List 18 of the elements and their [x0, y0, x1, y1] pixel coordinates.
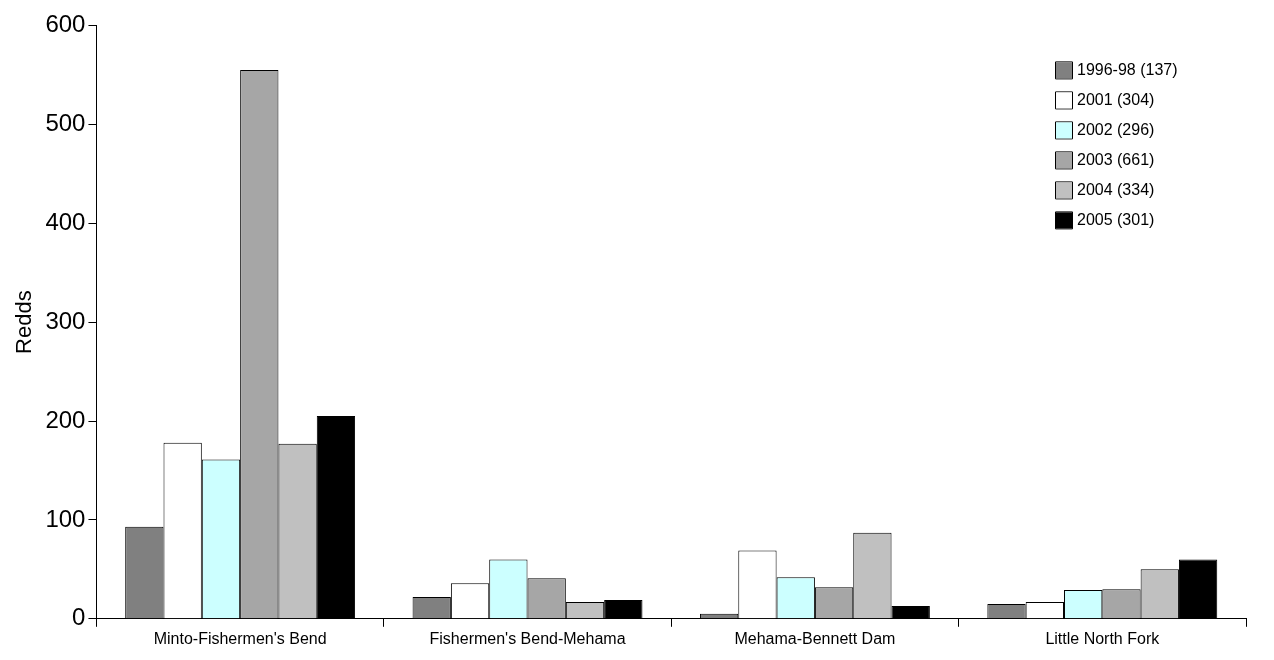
legend-label: 2004 (334): [1077, 180, 1155, 198]
x-tick-label: Minto-Fishermen's Bend: [153, 629, 327, 647]
y-tick-label: 300: [45, 306, 86, 334]
x-tick-label: Fishermen's Bend-Mehama: [429, 629, 626, 647]
y-tick-label: 200: [45, 405, 86, 433]
y-axis-title: Redds: [11, 290, 37, 354]
y-tick-label: 400: [45, 207, 86, 235]
y-tick-label: 0: [72, 603, 86, 631]
legend-label: 2005 (301): [1077, 210, 1155, 228]
y-tick-label: 100: [45, 504, 86, 532]
legend-label: 1996-98 (137): [1077, 60, 1178, 78]
legend-label: 2001 (304): [1077, 90, 1155, 108]
x-tick-label: Mehama-Bennett Dam: [734, 629, 896, 647]
y-tick-label: 600: [45, 10, 86, 38]
legend-label: 2002 (296): [1077, 120, 1155, 138]
legend-label: 2003 (661): [1077, 150, 1155, 168]
x-tick-label: Little North Fork: [1045, 629, 1161, 647]
y-tick-label: 500: [45, 108, 86, 136]
